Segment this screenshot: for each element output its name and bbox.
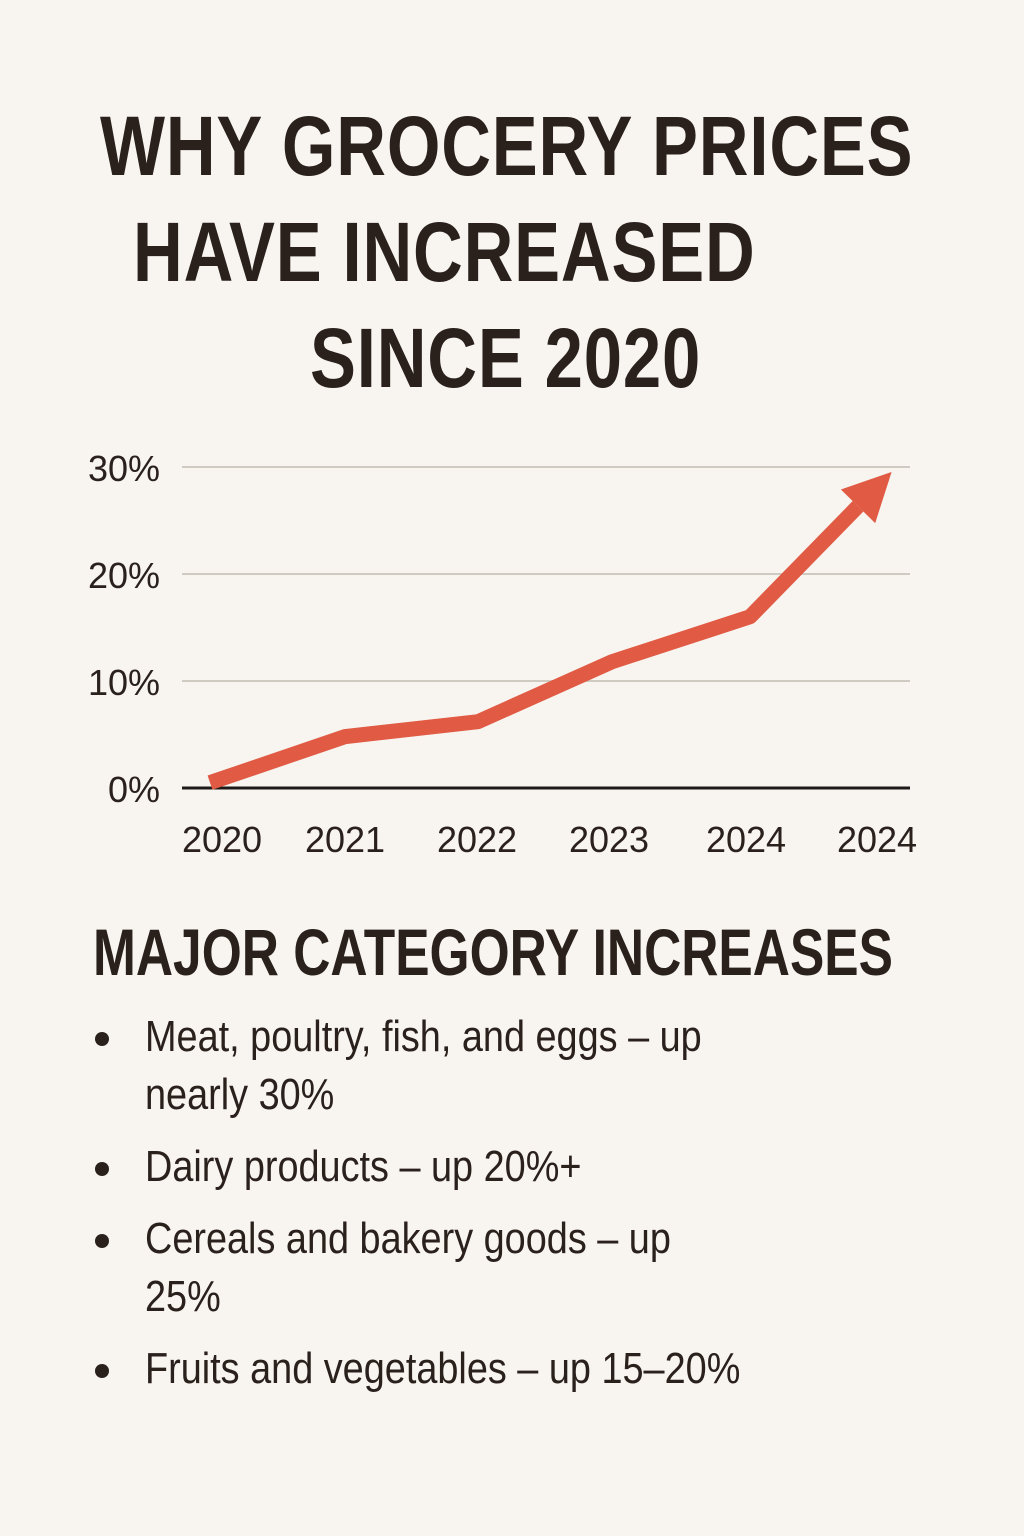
y-tick-label: 0% bbox=[108, 769, 160, 810]
series-line bbox=[207, 501, 864, 790]
y-tick-label: 10% bbox=[88, 662, 160, 703]
line-chart: 0% 10% 20% 30% 2020 2021 2022 2023 2024 2024 bbox=[88, 448, 917, 860]
x-tick-label: 2022 bbox=[437, 819, 517, 860]
x-tick-label: 2024 bbox=[706, 819, 786, 860]
arrow-head-icon bbox=[840, 471, 892, 524]
list-item: Fruits and vegetables – up 15–20% bbox=[90, 1340, 990, 1398]
x-tick-label: 2020 bbox=[182, 819, 262, 860]
x-tick-label: 2021 bbox=[305, 819, 385, 860]
x-tick-label: 2023 bbox=[569, 819, 649, 860]
list-item: Dairy products – up 20%+ bbox=[90, 1138, 990, 1196]
list-item: Meat, poultry, fish, and eggs – up nearl… bbox=[90, 1008, 990, 1124]
title-line-1: WHY GROCERY PRICES bbox=[100, 99, 914, 193]
section-heading: MAJOR CATEGORY INCREASES bbox=[93, 915, 893, 989]
category-list: Meat, poultry, fish, and eggs – up nearl… bbox=[90, 1008, 990, 1412]
bullet-icon bbox=[95, 1162, 109, 1176]
bullet-icon bbox=[95, 1032, 109, 1046]
bullet-icon bbox=[95, 1364, 109, 1378]
list-item: Cereals and bakery goods – up 25% bbox=[90, 1210, 990, 1326]
x-tick-label: 2024 bbox=[837, 819, 917, 860]
y-tick-label: 20% bbox=[88, 555, 160, 596]
bullet-icon bbox=[95, 1234, 109, 1248]
title-line-2: HAVE INCREASED bbox=[133, 205, 756, 299]
y-tick-label: 30% bbox=[88, 448, 160, 489]
title-line-3: SINCE 2020 bbox=[310, 311, 702, 405]
